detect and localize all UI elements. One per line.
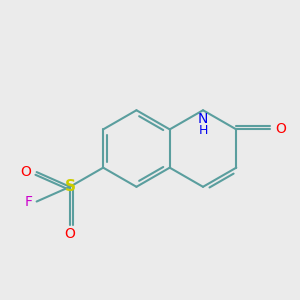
- Text: O: O: [20, 165, 31, 179]
- Text: O: O: [275, 122, 286, 136]
- Text: S: S: [64, 179, 75, 194]
- Text: F: F: [24, 194, 32, 208]
- Text: H: H: [198, 124, 208, 136]
- Text: N: N: [198, 112, 208, 126]
- Text: O: O: [64, 226, 75, 241]
